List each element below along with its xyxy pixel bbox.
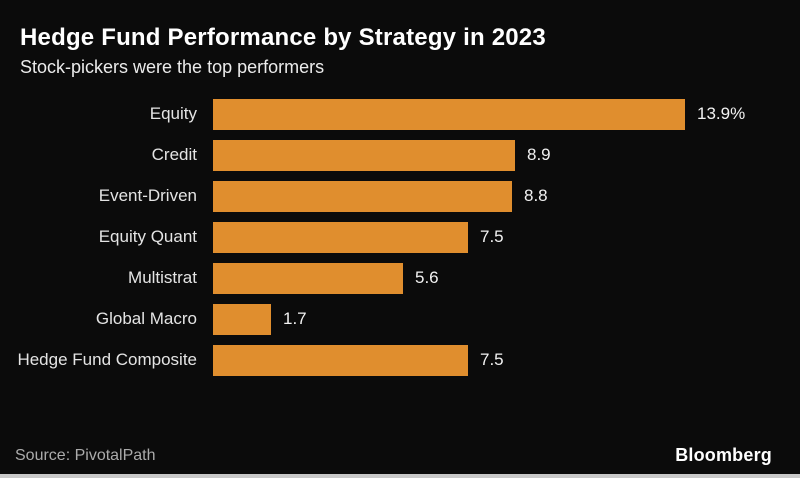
bar-chart: Equity 13.9% Credit 8.9 Event-Driven 8.8 Equit… [0,98,800,376]
category-label: Credit [151,145,197,165]
bar [213,180,512,212]
value-label: 7.5 [480,350,504,370]
category-label: Global Macro [95,309,197,329]
bar-row: Equity 13.9% [0,98,800,130]
bar-row: Global Macro 1.7 [0,303,800,335]
bar [213,98,685,130]
value-label: 8.9 [527,145,551,165]
chart-title: Hedge Fund Performance by Strategy in 20… [20,24,546,51]
chart-header: Hedge Fund Performance by Strategy in 20… [0,0,800,78]
bar [213,221,468,253]
value-label: 13.9% [697,104,746,124]
bar-row: Event-Driven 8.8 [0,180,800,212]
bar-row: Credit 8.9 [0,139,800,171]
category-label: Multistrat [128,268,197,288]
source-label: Source: PivotalPath [15,447,156,464]
value-label: 1.7 [283,309,307,329]
bar-row: Hedge Fund Composite 7.5 [0,344,800,376]
category-label: Equity Quant [98,227,197,247]
value-label: 8.8 [524,186,548,206]
bar [213,344,468,376]
value-label: 5.6 [415,268,439,288]
category-label: Event-Driven [98,186,197,206]
bottom-edge-strip [0,474,800,478]
bar-row: Equity Quant 7.5 [0,221,800,253]
bar [213,262,403,294]
category-label: Hedge Fund Composite [17,350,197,370]
chart-subtitle: Stock-pickers were the top performers [20,56,325,77]
bar-row: Multistrat 5.6 [0,262,800,294]
bloomberg-logo: Bloomberg [675,445,772,465]
bar [213,303,271,335]
value-label: 7.5 [480,227,504,247]
category-label: Equity [149,104,197,124]
bar [213,139,515,171]
